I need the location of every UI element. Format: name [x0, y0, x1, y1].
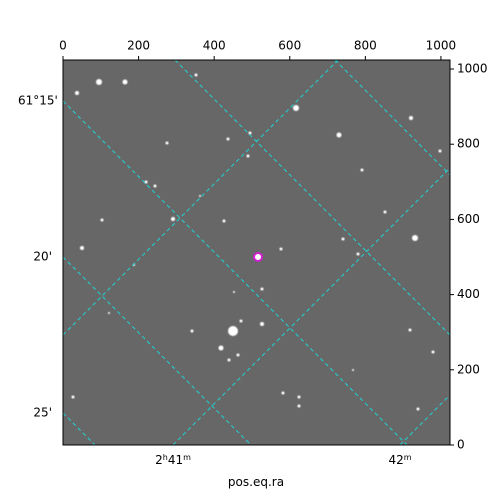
ticks: 0 200 400 600 800 1000 0 200 400 600 800 1000 — [59, 39, 487, 452]
ra-part: h — [163, 453, 168, 462]
coordinate-grid — [63, 60, 450, 445]
plot-frame — [62, 59, 451, 446]
dec-label: 20' — [33, 250, 52, 264]
dec-label: 25' — [33, 406, 52, 420]
ra-label: 2h41m — [155, 453, 191, 467]
y-tick-label: 400 — [457, 287, 480, 301]
x-tick-label: 600 — [278, 39, 301, 53]
target-marker — [253, 252, 263, 262]
ra-part: 41 — [168, 453, 183, 467]
y-tick-label: 1000 — [457, 62, 488, 76]
x-tick-label: 400 — [203, 39, 226, 53]
y-tick-label: 0 — [457, 438, 465, 452]
x-tick-label: 1000 — [426, 39, 457, 53]
y-tick-label: 200 — [457, 362, 480, 376]
ra-part: m — [404, 453, 412, 462]
x-tick-label: 200 — [127, 39, 150, 53]
x-axis-label: pos.eq.ra — [228, 475, 284, 489]
ra-part: 2 — [155, 453, 163, 467]
ra-label: 42m — [388, 453, 411, 467]
stars — [71, 73, 442, 411]
y-tick-label: 800 — [457, 137, 480, 151]
ra-part: 42 — [388, 453, 403, 467]
ra-part: m — [183, 453, 191, 462]
x-tick-label: 0 — [59, 39, 67, 53]
x-tick-label: 800 — [354, 39, 377, 53]
dec-label: 61°15' — [18, 94, 58, 108]
y-tick-label: 600 — [457, 212, 480, 226]
